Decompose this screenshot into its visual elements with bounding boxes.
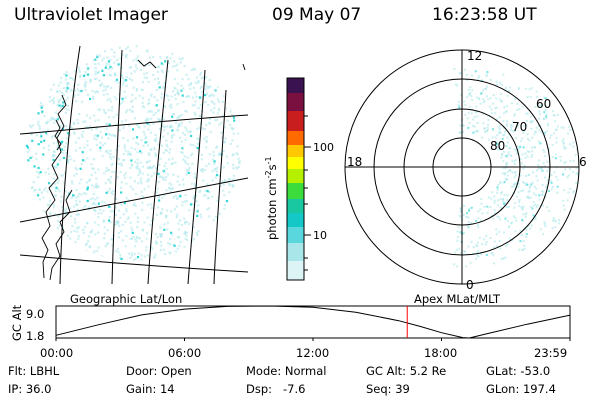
orbit-plot-frame [55, 305, 571, 339]
mlat-label-80: 80 [490, 139, 505, 153]
geographic-panel-label: Geographic Lat/Lon [70, 292, 182, 306]
glon-status: GLon: 197.4 [486, 382, 556, 396]
ip-status: IP: 36.0 [8, 382, 52, 396]
mlt-label-0: 0 [466, 278, 474, 292]
door-status: Door: Open [126, 364, 192, 378]
mode-status: Mode: Normal [246, 364, 327, 378]
orbit-xtick-1800: 18:00 [424, 346, 457, 360]
mlt-label-6: 6 [579, 155, 587, 169]
polar-plot: 12 0 18 6 60 70 80 [344, 49, 587, 292]
colorbar-unit-label: photon cm-2s-1 [264, 156, 279, 240]
orbit-ytick-9: 9.0 [26, 307, 44, 321]
emission-speckles-geo [25, 45, 241, 261]
glat-status: GLat: -53.0 [486, 364, 551, 378]
orbit-xtick-2359: 23:59 [534, 346, 567, 360]
apex-panel-label: Apex MLat/MLT [414, 292, 501, 306]
date-label: 09 May 07 [272, 5, 362, 25]
mlat-label-60: 60 [536, 97, 551, 111]
dsp-status: Dsp: -7.6 [246, 382, 306, 396]
time-label: 16:23:58 UT [432, 5, 537, 25]
orbit-xtick-1200: 12:00 [296, 346, 329, 360]
coastline [41, 59, 246, 281]
gc-altitude-status: GC Alt: 5.2 Re [366, 364, 447, 378]
instrument-title: Ultraviolet Imager [14, 5, 168, 25]
orbit-xtick-0600: 06:00 [168, 346, 201, 360]
altitude-series-line [55, 305, 570, 339]
mlt-label-18: 18 [347, 155, 362, 169]
orbit-altitude-plot: GC Alt 9.0 1.8 00:00 06:00 12:00 18:00 2… [10, 304, 571, 360]
colorbar-tick-100: 100 [313, 141, 334, 154]
orbit-xtick-0000: 00:00 [40, 346, 73, 360]
gain-status: Gain: 14 [126, 382, 175, 396]
mlat-label-70: 70 [512, 120, 527, 134]
geographic-image [20, 45, 248, 284]
lat-lon-grid [20, 45, 248, 284]
filter-status: Flt: LBHL [8, 364, 60, 378]
seq-status: Seq: 39 [366, 382, 410, 396]
orbit-ytick-1.8: 1.8 [26, 329, 44, 343]
colorbar: 100 10 photon cm-2s-1 [264, 77, 334, 281]
orbit-ylabel: GC Alt [10, 304, 24, 341]
mlt-label-12: 12 [467, 49, 482, 63]
colorbar-tick-10: 10 [313, 229, 327, 242]
